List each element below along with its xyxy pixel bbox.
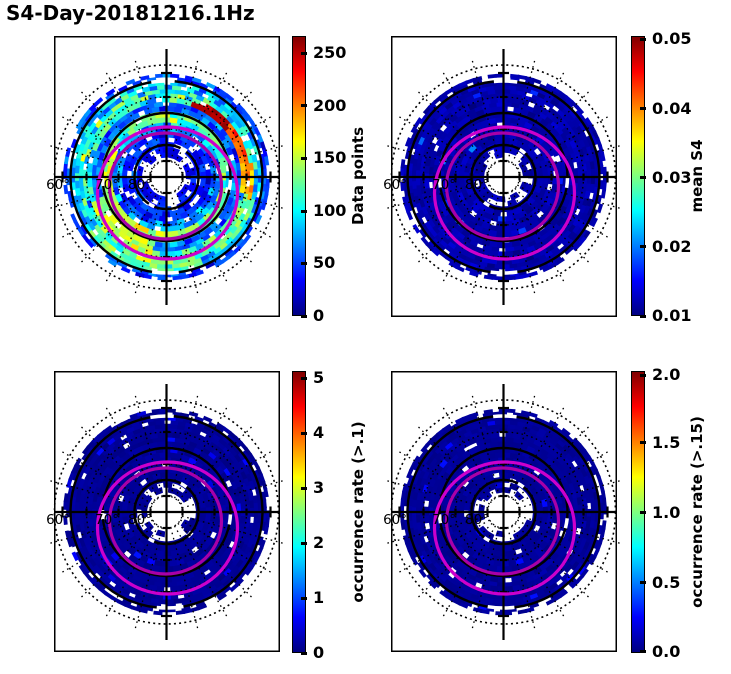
auroral-oval-contours: [432, 125, 577, 261]
colorbar-tick-mark: [640, 176, 646, 180]
colorbar-tick-mark: [640, 245, 646, 249]
lat-label-70: 70°: [95, 177, 119, 193]
colorbar-tick-mark: [301, 156, 307, 160]
circle-gap-dashes: [437, 414, 569, 610]
colorbar-tick-mark: [301, 376, 307, 380]
lat-label-70: 70°: [432, 512, 456, 528]
colorbar-tick-label: 1: [313, 588, 325, 607]
colorbar-tick-label: 2: [313, 533, 325, 553]
axes-border: [54, 36, 280, 317]
colorbar-tick-mark: [301, 51, 307, 55]
lat-label-60: 60°: [46, 512, 70, 528]
lat-label-70: 70°: [432, 177, 456, 193]
colorbar-tick-mark: [640, 581, 646, 584]
colorbar-tick-label: 0.04: [652, 98, 692, 118]
colorbar-tick-label: 100: [313, 201, 347, 220]
colorbar-axis-label: Data points: [349, 126, 367, 226]
colorbar-tick-label: 250: [313, 43, 347, 63]
colorbar-tick-mark: [301, 596, 307, 600]
heatmap-cells: [63, 408, 270, 616]
colorbar-tick-label: 0.0: [652, 641, 681, 661]
colorbar-tick-mark: [640, 314, 646, 318]
colorbar-tick-label: 3: [313, 478, 325, 498]
colorbar-tick-label: 0.01: [652, 306, 692, 325]
lat-label-60: 60°: [46, 177, 70, 193]
colorbar-tick-label: 50: [313, 253, 336, 273]
colorbar-tick-mark: [640, 511, 646, 515]
circle-gap-dashes: [100, 414, 233, 610]
colorbar-tick-mark: [640, 107, 646, 111]
colorbar-axis-label: occurrence rate (>.15): [688, 416, 706, 608]
axes-border: [391, 36, 617, 317]
colorbar-axis-label: occurrence rate (>.1): [349, 421, 367, 603]
colorbar-tick-mark: [640, 373, 646, 377]
colorbar-tick-label: 4: [313, 423, 325, 443]
auroral-oval-contours: [95, 460, 240, 596]
colorbar-tick-label: 200: [313, 95, 347, 115]
latitude-tick-labels: 60° 70° 80°: [383, 512, 489, 528]
colorbar-tick-label: 150: [313, 148, 347, 168]
axis-cross-lines: [391, 384, 617, 640]
axes-border: [391, 371, 617, 652]
colorbar-tick-label: 2.0: [652, 365, 681, 385]
colorbar-tick-mark: [640, 441, 646, 445]
polar-map-occurrence-rate-gt-015: 60° 70° 80°: [383, 371, 621, 652]
colorbar-tick-mark: [301, 431, 307, 435]
lat-label-80: 80°: [465, 512, 489, 528]
colorbar-tick-mark: [301, 209, 307, 213]
colorbar-tick-label: 1.0: [652, 502, 681, 522]
colorbar-tick-label: 0.02: [652, 236, 692, 256]
colorbar-tick-mark: [301, 314, 307, 318]
colorbar-tick-label: 0: [313, 306, 325, 325]
colorbar-tick-mark: [301, 104, 307, 108]
colorbar-occurrence-rate-gt-01: 0 1 2 3 4 5 occurrence rate (>.1): [292, 370, 367, 661]
colorbar-mean-s4: 0.01 0.02 0.03 0.04 0.05 mean S4: [631, 31, 706, 324]
auroral-oval-contours: [432, 460, 577, 596]
colorbar-tick-mark: [301, 486, 307, 490]
axis-cross-lines: [54, 384, 280, 640]
lat-label-80: 80°: [128, 512, 152, 528]
lat-label-60: 60°: [383, 512, 407, 528]
lat-label-70: 70°: [95, 512, 119, 528]
polar-map-mean-s4: 60° 70° 80°: [383, 36, 621, 317]
lat-label-80: 80°: [465, 177, 489, 193]
colorbar-occurrence-rate-gt-015: 0.0 0.5 1.0 1.5 2.0 occurrence rate (>.15): [631, 367, 706, 659]
auroral-oval-contours: [95, 125, 240, 261]
colorbar-tick-mark: [301, 541, 307, 545]
colorbar-axis-label: mean S4: [688, 139, 706, 213]
latitude-tick-labels: 60° 70° 80°: [46, 177, 152, 193]
colorbar-tick-label: 0.03: [652, 167, 692, 187]
figure-title: S4-Day-20181216.1Hz: [6, 1, 255, 25]
lat-label-60: 60°: [383, 177, 407, 193]
axes-border: [54, 371, 280, 652]
circle-gap-dashes: [100, 79, 233, 275]
polar-map-data-points: 60° 70° 80°: [46, 36, 284, 317]
colorbar-tick-label: 0.05: [652, 29, 692, 49]
axis-cross-lines: [54, 49, 280, 305]
colorbar-tick-mark: [640, 37, 646, 41]
lat-label-80: 80°: [128, 177, 152, 193]
colorbar-tick-label: 5: [313, 368, 325, 388]
polar-map-occurrence-rate-gt-01: 60° 70° 80°: [46, 371, 284, 652]
colorbar-data-points: 0 50 100 150 200 250 Data points: [292, 36, 367, 324]
axis-cross-lines: [391, 49, 617, 305]
colorbar-tick-mark: [301, 261, 307, 265]
colorbar-tick-label: 0.5: [652, 572, 681, 592]
latitude-tick-labels: 60° 70° 80°: [383, 177, 489, 193]
latitude-tick-labels: 60° 70° 80°: [46, 512, 152, 528]
colorbar-gradient: [292, 36, 306, 316]
colorbar-tick-mark: [301, 651, 307, 655]
colorbar-gradient: [292, 371, 306, 653]
colorbar-tick-label: 0: [313, 643, 325, 662]
colorbar-tick-mark: [640, 650, 646, 654]
colorbar-tick-label: 1.5: [652, 432, 681, 452]
